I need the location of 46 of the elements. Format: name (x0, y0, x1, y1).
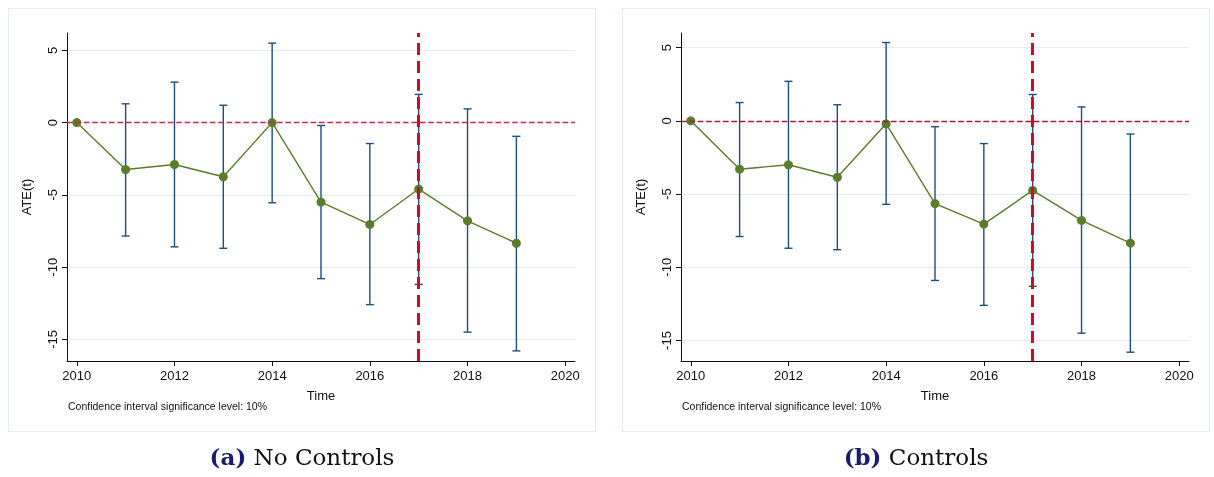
point (169, 159, 179, 169)
point (463, 216, 473, 226)
point (316, 197, 326, 207)
y-tick-label: 0 (659, 117, 674, 125)
point (267, 118, 277, 128)
y-axis-title: ATE(t) (633, 178, 648, 216)
x-tick-label: 2016 (969, 368, 999, 383)
x-tick-label: 2020 (1164, 368, 1194, 383)
y-tick-label: -15 (659, 331, 674, 350)
y-tick-label: -10 (659, 257, 674, 277)
point (881, 119, 891, 129)
point (218, 172, 228, 182)
text: Confidence interval significance level: 10% (682, 400, 882, 412)
point (979, 219, 989, 229)
x-axis-title: Time (306, 388, 336, 403)
point (1077, 215, 1087, 225)
y-tick-label: 5 (659, 44, 674, 52)
x-tick-label: 2016 (355, 368, 385, 383)
point (783, 160, 793, 170)
y-tick-label: 0 (45, 118, 60, 127)
x-tick-label: 2010 (62, 368, 92, 383)
point (1125, 238, 1135, 248)
y-tick-label: -10 (45, 257, 60, 277)
point (930, 199, 940, 209)
point (365, 219, 375, 229)
x-tick-label: 2012 (774, 368, 803, 383)
x-tick-label: 2018 (453, 368, 482, 383)
y-tick-label: 5 (45, 46, 60, 54)
point (121, 165, 131, 175)
x-tick-label: 2014 (871, 368, 901, 383)
y-tick-label: -15 (45, 329, 60, 349)
x-axis-title: Time (920, 388, 950, 403)
x-tick-label: 2010 (676, 368, 706, 383)
x-tick-label: 2014 (257, 368, 287, 383)
x-tick-label: 2018 (1067, 368, 1096, 383)
point (832, 172, 842, 182)
point (735, 164, 745, 174)
text: (a) No Controls (208, 443, 396, 470)
x-tick-label: 2020 (550, 368, 580, 383)
text: Confidence interval significance level: 10% (68, 400, 268, 412)
y-axis-title: ATE(t) (19, 178, 34, 216)
y-tick-label: -5 (659, 188, 674, 200)
point (511, 238, 521, 248)
y-tick-label: -5 (45, 189, 60, 201)
x-tick-label: 2012 (160, 368, 189, 383)
text: (b) Controls (842, 443, 990, 470)
